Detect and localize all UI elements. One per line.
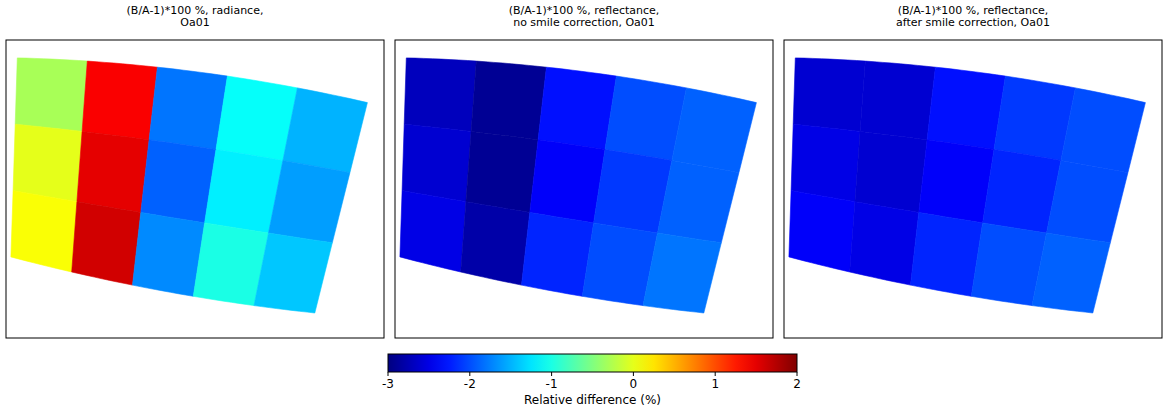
swath xyxy=(11,58,368,313)
swath xyxy=(789,58,1146,313)
tick-label: 0 xyxy=(630,377,638,391)
frame xyxy=(784,40,1162,338)
cell xyxy=(133,212,205,296)
tick xyxy=(388,372,389,376)
cell xyxy=(11,191,77,272)
cell xyxy=(404,58,476,131)
cell xyxy=(850,202,919,285)
panel-title: (B/A-1)*100 %, radiance,Oa01 xyxy=(127,4,264,29)
cell xyxy=(927,67,1005,149)
cell xyxy=(400,191,466,272)
figure: (B/A-1)*100 %, radiance,Oa01 (B/A-1)*100 … xyxy=(0,0,1169,419)
cell xyxy=(72,202,141,285)
cell xyxy=(919,140,994,223)
colorbar-scale xyxy=(388,354,797,372)
tick xyxy=(797,372,798,376)
tick xyxy=(469,372,470,376)
cell xyxy=(1061,88,1146,173)
panel: (B/A-1)*100 %, reflectance,after smile c… xyxy=(784,4,1162,338)
cell xyxy=(658,161,739,243)
panel-title: (B/A-1)*100 %, reflectance,after smile c… xyxy=(896,4,1050,29)
cell xyxy=(793,58,865,131)
colorbar: -3 -2 -1 0 1 2 Relative difference (%) xyxy=(382,354,801,407)
cell xyxy=(522,212,594,296)
cell xyxy=(254,233,332,313)
cell xyxy=(283,88,368,173)
cell xyxy=(141,140,216,223)
panel-title: (B/A-1)*100 %, reflectance,no smile corr… xyxy=(509,4,660,29)
cell xyxy=(860,61,935,140)
cell xyxy=(15,58,87,131)
cell xyxy=(471,61,546,140)
tick-label: -1 xyxy=(546,377,558,391)
cell xyxy=(1032,233,1110,313)
cell xyxy=(82,61,157,140)
swath xyxy=(400,58,757,313)
frame xyxy=(395,40,773,338)
frame xyxy=(6,40,384,338)
cell xyxy=(77,131,149,212)
cell xyxy=(672,88,757,173)
cell xyxy=(149,67,227,149)
cell xyxy=(643,233,721,313)
cell xyxy=(402,124,471,202)
tick xyxy=(715,372,716,376)
cell xyxy=(13,124,82,202)
cell xyxy=(1047,161,1128,243)
cell xyxy=(538,67,616,149)
panel: (B/A-1)*100 %, reflectance,no smile corr… xyxy=(395,4,773,338)
cell xyxy=(911,212,983,296)
tick xyxy=(551,372,552,376)
colorbar-label: Relative difference (%) xyxy=(524,393,661,407)
tick-label: -3 xyxy=(382,377,394,391)
cell xyxy=(461,202,530,285)
cell xyxy=(855,131,927,212)
tick-label: 2 xyxy=(793,377,801,391)
tick xyxy=(633,372,634,376)
tick-label: -2 xyxy=(464,377,476,391)
panel: (B/A-1)*100 %, radiance,Oa01 xyxy=(6,4,384,338)
cell xyxy=(269,161,350,243)
cell xyxy=(466,131,538,212)
cell xyxy=(789,191,855,272)
tick-label: 1 xyxy=(711,377,719,391)
cell xyxy=(530,140,605,223)
cell xyxy=(791,124,860,202)
